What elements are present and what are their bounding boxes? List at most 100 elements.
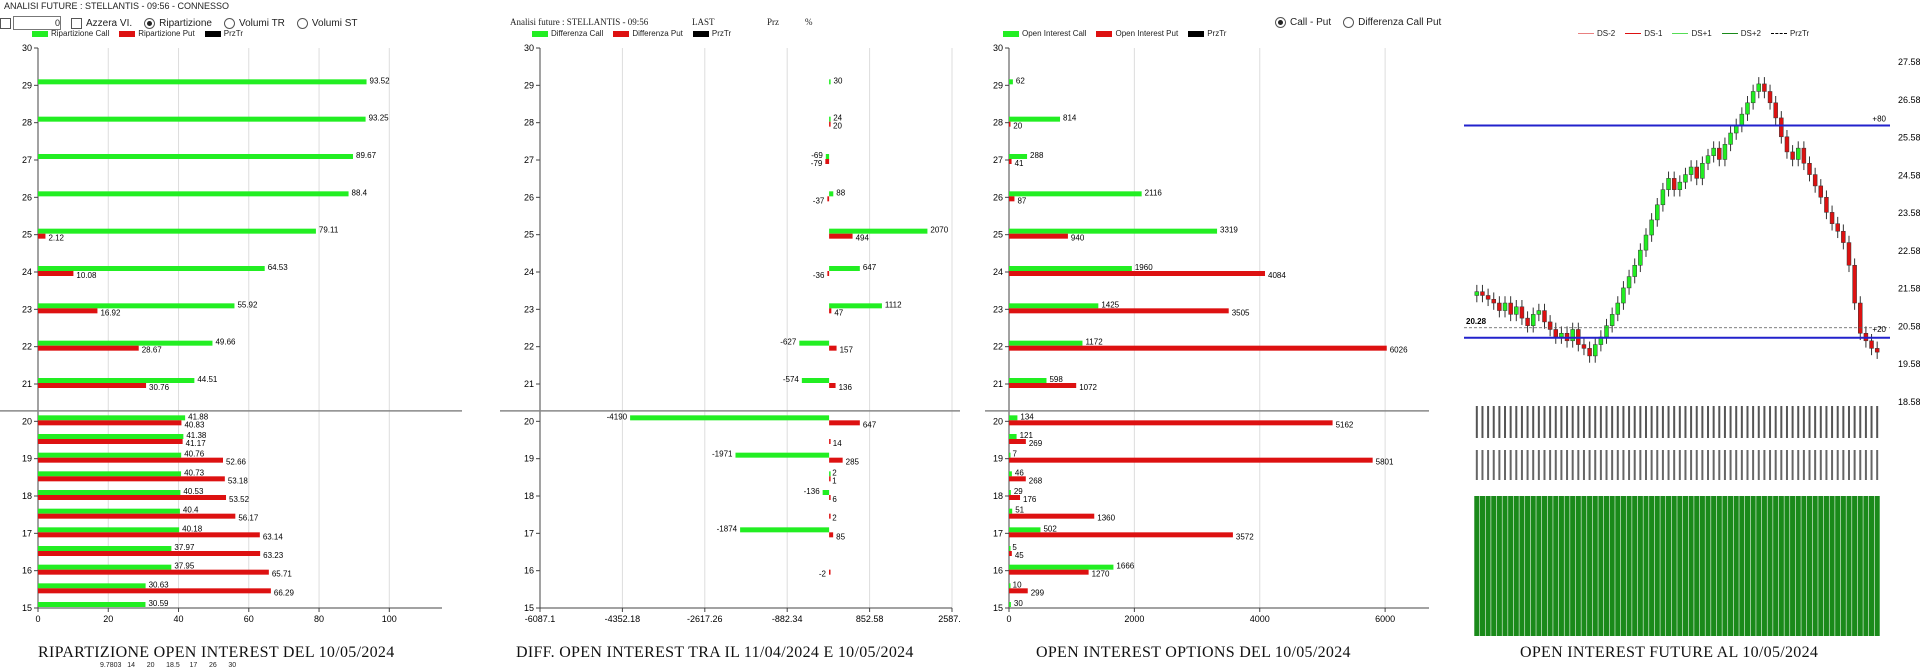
radio-icon <box>223 17 235 29</box>
legend-item: Ripartizione Call <box>32 29 109 38</box>
x-tick-label: 80 <box>314 614 324 624</box>
candle-body <box>1604 325 1609 338</box>
put-value-label: -79 <box>811 159 823 168</box>
date-tick-mark <box>1554 450 1557 480</box>
volumi-st-radio[interactable]: Volumi ST <box>296 17 357 29</box>
put-bar <box>38 476 225 482</box>
date-tick-mark <box>1853 450 1856 480</box>
legend-item: PrzTr <box>1188 29 1226 38</box>
candle-body <box>1632 264 1637 277</box>
oi-bar <box>1649 496 1655 636</box>
put-bar <box>38 495 227 500</box>
candle-body <box>1530 314 1536 326</box>
radio-icon <box>296 17 308 29</box>
diff-call-put-radio[interactable]: Differenza Call Put <box>1343 17 1441 28</box>
oi-bar <box>1632 496 1638 636</box>
y-tick-label: 28 <box>524 118 534 128</box>
y-tick-label: 17 <box>22 528 32 538</box>
date-tick-mark <box>1819 450 1822 480</box>
date-tick-mark <box>1836 450 1839 480</box>
date-tick-mark <box>1785 406 1788 438</box>
put-value-label: 87 <box>1017 196 1026 205</box>
put-bar <box>1009 476 1026 482</box>
y-tick-label: 17 <box>993 528 1003 538</box>
date-tick-mark <box>1566 406 1569 438</box>
call-value-label: 62 <box>1016 76 1025 85</box>
call-value-label: 40.4 <box>183 506 199 515</box>
legend-label: Open Interest Put <box>1115 29 1179 38</box>
date-tick-mark <box>1560 450 1563 480</box>
put-value-label: 3505 <box>1232 308 1250 317</box>
azzera-checkbox[interactable]: Azzera VI. <box>71 17 132 29</box>
date-tick-mark <box>1740 406 1743 438</box>
date-tick-mark <box>1571 406 1574 438</box>
y-tick-label: 27 <box>993 155 1003 165</box>
volumi-tr-radio[interactable]: Volumi TR <box>223 17 285 29</box>
footer-ticks: 9.7803 14 20 18.5 17 26 30 <box>100 662 237 669</box>
legend-label: Differenza Put <box>632 29 683 38</box>
y-tick-label: 23 <box>22 304 32 314</box>
call-value-label: 30.59 <box>148 599 169 608</box>
date-tick-mark <box>1487 450 1490 480</box>
oi-bar <box>1795 496 1801 636</box>
candle-body <box>1502 302 1508 311</box>
call-bar <box>1009 415 1018 421</box>
oi-bar <box>1491 496 1497 636</box>
candle-body <box>1677 181 1683 190</box>
call-bar <box>1009 79 1013 85</box>
legend-label: PrzTr <box>711 29 732 38</box>
ripartizione-radio[interactable]: Ripartizione <box>144 17 212 29</box>
x-tick-label: 852.58 <box>856 614 884 624</box>
legend-panel3: Open Interest Call Open Interest Put Prz… <box>1003 29 1226 38</box>
candle-body <box>1711 147 1716 156</box>
oi-bar <box>1790 496 1796 636</box>
date-tick-mark <box>1582 450 1585 480</box>
call-value-label: 1425 <box>1101 300 1119 309</box>
legend-label: PrzTr <box>223 29 243 38</box>
checkbox-icon <box>71 17 82 29</box>
x-tick-label: -6087.1 <box>525 614 556 624</box>
oi-bar <box>1716 496 1722 636</box>
put-bar <box>829 121 831 127</box>
date-tick-mark <box>1549 450 1552 480</box>
y-tick-label: 18 <box>524 491 534 501</box>
last-label: LAST <box>692 17 715 27</box>
call-bar <box>1009 303 1099 309</box>
date-tick-mark <box>1842 406 1845 438</box>
call-value-label: 7 <box>1012 450 1017 459</box>
date-tick-mark <box>1819 406 1822 438</box>
y-tick-label: 20.58 <box>1898 321 1920 331</box>
value-spinner[interactable]: 0 <box>13 16 61 30</box>
call-bar <box>740 527 830 533</box>
put-value-label: 1072 <box>1079 383 1097 392</box>
call-bar <box>825 154 830 159</box>
date-tick-mark <box>1594 406 1597 438</box>
call-value-label: 88 <box>836 188 845 197</box>
y-tick-label: 29 <box>993 80 1003 90</box>
date-tick-mark <box>1509 450 1512 480</box>
put-value-label: 176 <box>1023 495 1037 504</box>
candle-body <box>1745 102 1750 115</box>
left-checkbox[interactable] <box>0 17 11 29</box>
put-value-label: 5801 <box>1376 458 1394 467</box>
call-value-label: 40.76 <box>184 450 205 459</box>
y-tick-label: 27 <box>22 155 32 165</box>
call-value-label: 79.11 <box>319 226 339 235</box>
candle-body <box>1801 147 1807 164</box>
call-bar <box>1009 378 1047 383</box>
legend-item: PrzTr <box>1770 29 1809 38</box>
call-put-radio[interactable]: Call - Put <box>1275 17 1331 28</box>
candle-body <box>1852 264 1857 304</box>
legend-item: PrzTr <box>692 29 732 38</box>
call-value-label: 89.67 <box>356 151 377 160</box>
date-tick-mark <box>1520 450 1523 480</box>
date-tick-mark <box>1667 406 1670 438</box>
date-tick-mark <box>1712 406 1715 438</box>
call-value-label: -627 <box>780 338 797 347</box>
date-tick-mark <box>1588 406 1591 438</box>
oi-bar <box>1694 496 1700 636</box>
candle-body <box>1559 332 1564 338</box>
oi-bar <box>1581 496 1587 636</box>
date-tick-mark <box>1633 406 1636 438</box>
call-value-label: 49.66 <box>215 338 236 347</box>
